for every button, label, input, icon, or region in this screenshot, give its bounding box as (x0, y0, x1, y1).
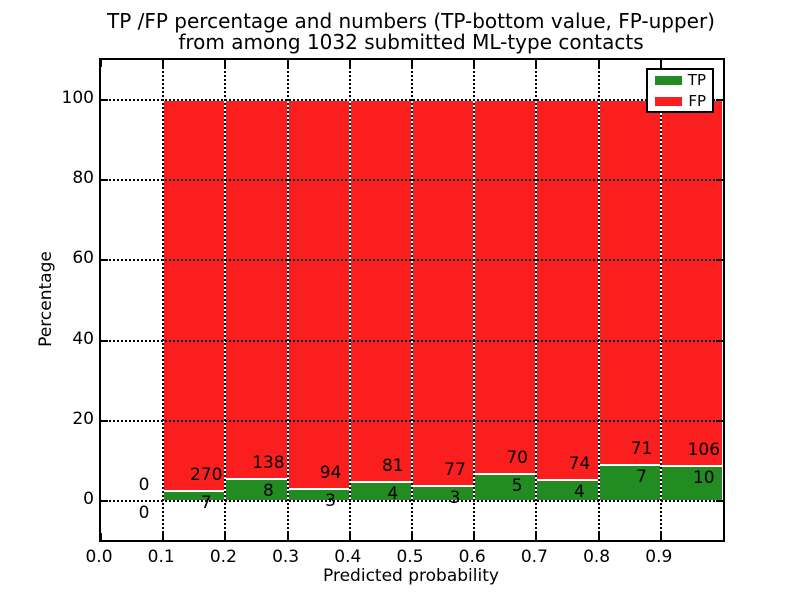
x-tick-mark (286, 60, 289, 67)
x-tick-mark (597, 60, 600, 67)
tp-count-label: 10 (692, 468, 715, 489)
x-tick-label: 0.8 (583, 547, 611, 567)
y-tick-label: 20 (72, 408, 94, 429)
x-tick-mark (100, 533, 102, 540)
fp-bar-segment (474, 100, 537, 475)
fp-count-label: 94 (319, 462, 342, 483)
tp-count-label: 4 (573, 482, 585, 503)
y-tick-label: 60 (72, 248, 94, 269)
tp-count-label: 5 (511, 476, 523, 497)
tp-count-label: 3 (325, 490, 337, 511)
x-tick-mark (597, 533, 600, 540)
x-tick-label: 0.3 (272, 547, 300, 567)
vertical-gridline (286, 60, 289, 540)
x-tick-mark (162, 60, 165, 67)
y-tick-mark (716, 99, 723, 101)
tp-legend-swatch-icon (655, 75, 682, 85)
x-tick-mark (659, 533, 662, 540)
x-tick-mark (162, 533, 165, 540)
x-tick-mark (535, 533, 538, 540)
x-tick-mark (473, 533, 476, 540)
y-tick-mark (716, 419, 723, 422)
chart-title-line1: TP /FP percentage and numbers (TP-bottom… (107, 9, 715, 33)
x-tick-mark (535, 60, 538, 67)
tp-count-label: 7 (200, 492, 212, 513)
y-tick-mark (101, 339, 108, 342)
tp-count-label: 4 (387, 484, 399, 505)
x-tick-label: 0.7 (520, 547, 548, 567)
fp-bar-segment (660, 100, 723, 467)
vertical-gridline (224, 60, 227, 540)
y-tick-label: 80 (72, 168, 94, 189)
fp-count-label: 270 (189, 464, 223, 485)
x-tick-label: 0.5 (396, 547, 424, 567)
vertical-gridline (597, 60, 600, 540)
vertical-gridline (659, 60, 662, 540)
x-tick-mark (659, 60, 662, 67)
x-tick-label: 0.9 (645, 547, 673, 567)
x-tick-mark (224, 533, 227, 540)
y-tick-mark (716, 500, 723, 502)
fp-count-label: 0 (138, 475, 150, 495)
y-tick-mark (101, 99, 108, 101)
vertical-gridline (162, 60, 165, 540)
y-tick-mark (101, 500, 108, 502)
x-tick-label: 0.0 (85, 547, 113, 567)
chart-title-line2: from among 1032 submitted ML-type contac… (178, 30, 644, 54)
vertical-gridline (473, 60, 476, 540)
fp-count-label: 81 (381, 456, 404, 477)
y-tick-mark (101, 179, 108, 182)
annotations-layer: 0 0 270 7 138 8 94 3 81 4 77 3 70 5 74 4 71 7 106 10 (101, 60, 723, 540)
y-tick-mark (101, 419, 108, 422)
x-tick-mark (473, 60, 476, 67)
fp-bar-segment (349, 100, 412, 483)
x-tick-label: 0.1 (147, 547, 175, 567)
x-tick-mark (411, 533, 413, 540)
x-tick-mark (348, 60, 351, 67)
legend-entry-fp: FP (655, 91, 706, 110)
x-tick-label: 0.4 (334, 547, 362, 567)
fp-count-label: 71 (630, 439, 653, 460)
legend-label-tp: TP (687, 70, 706, 89)
tick-marks-layer (100, 60, 723, 540)
y-tick-label: 40 (72, 328, 94, 349)
fp-count-label: 74 (568, 454, 591, 475)
fp-count-label: 77 (444, 459, 466, 480)
tp-bar-segment (598, 465, 661, 501)
tp-count-label: 3 (449, 487, 461, 508)
legend-entry-tp: TP (655, 70, 706, 89)
y-tick-mark (716, 339, 723, 342)
x-tick-mark (286, 533, 289, 540)
tp-count-label: 8 (262, 481, 274, 502)
x-tick-mark (100, 60, 102, 67)
x-tick-mark (224, 60, 227, 67)
y-tick-mark (716, 259, 723, 262)
fp-count-label: 106 (687, 440, 721, 461)
legend: TP FP (646, 68, 714, 113)
tp-count-label: 0 (138, 503, 150, 523)
vertical-gridline (535, 60, 538, 540)
x-tick-mark (348, 533, 351, 540)
fp-count-label: 138 (252, 453, 285, 474)
vertical-gridline (411, 60, 413, 540)
fp-bar-segment (287, 100, 350, 489)
grid-layer (101, 60, 723, 540)
x-tick-label: 0.2 (209, 547, 237, 567)
y-tick-label: 100 (61, 88, 94, 108)
y-tick-mark (716, 179, 723, 182)
vertical-gridline (348, 60, 351, 540)
y-tick-label: 0 (83, 489, 94, 509)
x-tick-mark (411, 60, 413, 67)
fp-legend-swatch-icon (655, 96, 682, 106)
x-tick-label: 0.6 (458, 547, 486, 567)
tp-count-label: 7 (636, 467, 648, 488)
x-axis-label: Predicted probability (323, 566, 499, 586)
fp-count-label: 70 (506, 448, 529, 469)
plot-area: 0 0 270 7 138 8 94 3 81 4 77 3 70 5 74 4 71 7 106 10 TP FP (99, 58, 725, 542)
chart-title: TP /FP percentage and numbers (TP-bottom… (100, 11, 722, 53)
y-tick-mark (101, 259, 108, 262)
legend-label-fp: FP (688, 91, 706, 110)
